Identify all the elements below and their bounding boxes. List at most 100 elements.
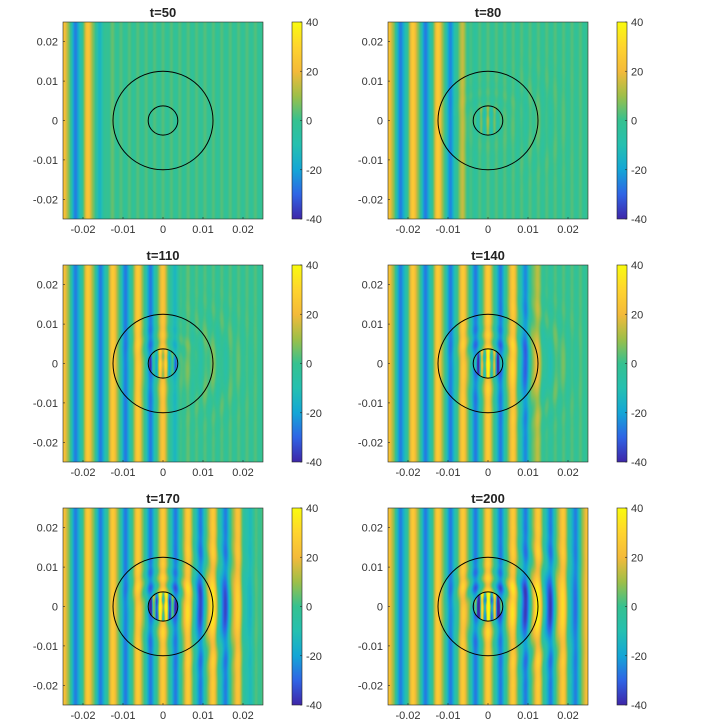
outer-circle-50 (112, 70, 214, 171)
panel-title: t=170 (146, 491, 180, 506)
y-tick-label: -0.02 (358, 437, 383, 449)
colorbar-tick-label: 40 (631, 503, 643, 515)
panel-title: t=140 (471, 248, 505, 263)
y-tick-label: 0.01 (362, 562, 383, 574)
y-tick-label: 0 (52, 359, 58, 371)
x-tick-label: -0.02 (395, 467, 420, 479)
field-map-110 (63, 265, 263, 462)
x-tick-label: -0.02 (70, 224, 95, 236)
outer-circle-110 (112, 313, 214, 414)
x-tick-label: -0.02 (395, 224, 420, 236)
x-tick-label: 0.01 (517, 710, 538, 722)
x-tick-label: 0 (485, 467, 491, 479)
colorbar-tick-label: -20 (631, 651, 647, 663)
x-tick-label: 0.02 (557, 467, 578, 479)
outer-circle-200 (437, 556, 539, 657)
panel-170: t=170 -0.02 -0.01 0 0.01 0.02 0.02 0.01 0 -0.01 -0… (33, 491, 322, 722)
field-map-200 (388, 508, 588, 705)
outer-circle-170 (112, 556, 214, 657)
y-tick-label: 0.02 (37, 280, 58, 292)
outer-circle-140 (437, 313, 539, 414)
panel-110: t=110 -0.02 -0.01 0 0.01 0.02 0.02 0.01 0 -0.01 -0… (33, 248, 322, 479)
y-tick-label: 0 (377, 359, 383, 371)
colorbar-tick-label: 20 (306, 552, 318, 564)
x-tick-label: 0.02 (232, 224, 253, 236)
y-tick-label: -0.01 (33, 398, 58, 410)
y-tick-label: 0.02 (362, 280, 383, 292)
x-tick-label: -0.02 (70, 710, 95, 722)
x-tick-label: -0.02 (70, 467, 95, 479)
field-map-140 (388, 265, 588, 462)
colorbar-tick-label: -20 (306, 165, 322, 177)
x-tick-label: -0.01 (110, 467, 135, 479)
y-tick-label: -0.01 (358, 155, 383, 167)
x-tick-label: 0.01 (192, 710, 213, 722)
y-tick-label: 0.01 (362, 319, 383, 331)
colorbar-tick-label: 40 (306, 17, 318, 29)
colorbar-tick-label: -40 (306, 214, 322, 226)
colorbar-tick-label: 0 (306, 602, 312, 614)
colorbar-tick-label: 20 (631, 309, 643, 321)
y-tick-label: 0.01 (362, 76, 383, 88)
colorbar-tick-label: -20 (306, 408, 322, 420)
y-tick-label: 0.01 (37, 76, 58, 88)
inner-circle-170 (147, 591, 179, 622)
inner-circle-110 (147, 348, 179, 379)
x-tick-label: 0 (485, 224, 491, 236)
x-tick-label: 0.02 (557, 224, 578, 236)
colorbar-tick-label: -40 (631, 700, 647, 712)
y-tick-label: -0.01 (358, 398, 383, 410)
panel-title: t=110 (147, 248, 180, 263)
y-tick-label: -0.02 (33, 194, 58, 206)
panel-title: t=80 (475, 5, 501, 20)
colorbar-tick-label: 0 (306, 116, 312, 128)
colorbar-tick-label: 0 (631, 602, 637, 614)
x-tick-label: 0 (160, 710, 166, 722)
colorbar-tick-label: 20 (631, 66, 643, 78)
y-tick-label: -0.02 (358, 194, 383, 206)
colorbar-tick-label: -20 (631, 408, 647, 420)
panel-140: t=140 -0.02 -0.01 0 0.01 0.02 0.02 0.01 0 -0.01 -0… (358, 248, 647, 479)
colorbar-tick-label: -40 (631, 214, 647, 226)
x-tick-label: 0 (160, 224, 166, 236)
x-tick-label: 0.01 (517, 467, 538, 479)
y-tick-label: 0 (52, 602, 58, 614)
outer-circle-80 (437, 70, 539, 171)
colorbar-tick-label: 40 (306, 260, 318, 272)
colorbar-tick-label: 0 (306, 359, 312, 371)
inner-circle-80 (472, 105, 504, 136)
x-tick-label: 0.01 (192, 467, 213, 479)
y-tick-label: 0.01 (37, 562, 58, 574)
field-map-170 (63, 508, 263, 705)
x-tick-label: -0.02 (395, 710, 420, 722)
x-tick-label: 0 (160, 467, 166, 479)
y-tick-label: 0 (377, 602, 383, 614)
panel-80: t=80 -0.02 -0.01 0 0.01 0.02 0.02 0.01 0 -0.01 -0.… (358, 5, 647, 236)
x-tick-label: 0 (485, 710, 491, 722)
y-tick-label: -0.02 (33, 437, 58, 449)
colorbar-tick-label: 0 (631, 359, 637, 371)
colorbar-tick-label: 40 (631, 17, 643, 29)
colorbar-tick-label: 40 (306, 503, 318, 515)
inner-circle-50 (147, 105, 179, 136)
colorbar-tick-label: 40 (631, 260, 643, 272)
colorbar-tick-label: 20 (306, 309, 318, 321)
x-tick-label: -0.01 (435, 224, 460, 236)
colorbar-tick-label: 0 (631, 116, 637, 128)
x-tick-label: -0.01 (435, 710, 460, 722)
panel-50: t=50 -0.02 -0.01 0 0.01 0.02 0.02 0.01 0 -0.01 -0.… (33, 5, 322, 236)
field-map-50 (63, 22, 263, 219)
colorbar-tick-label: -40 (306, 457, 322, 469)
panel-title: t=200 (471, 491, 505, 506)
y-tick-label: 0.02 (37, 523, 58, 535)
y-tick-label: 0.02 (362, 523, 383, 535)
inner-circle-200 (472, 591, 504, 622)
inner-circle-140 (472, 348, 504, 379)
colorbar-tick-label: 20 (306, 66, 318, 78)
x-tick-label: 0.01 (517, 224, 538, 236)
x-tick-label: 0.02 (232, 710, 253, 722)
y-tick-label: 0 (52, 116, 58, 128)
x-tick-label: 0.01 (192, 224, 213, 236)
x-tick-label: -0.01 (110, 224, 135, 236)
y-tick-label: -0.01 (358, 641, 383, 653)
